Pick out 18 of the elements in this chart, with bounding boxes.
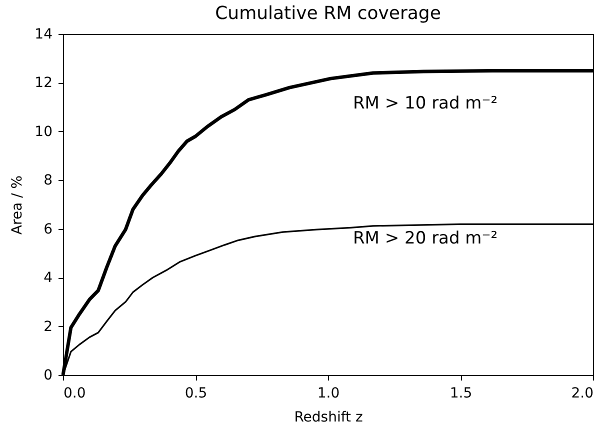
x-tick-label: 1.5	[450, 386, 472, 402]
x-tick-label: 2.0	[571, 386, 594, 402]
y-tick-label: 6	[44, 221, 53, 238]
y-axis-title: Area / %	[10, 175, 26, 235]
chart-title: Cumulative RM coverage	[215, 3, 441, 24]
annotation: RM > 10 rad m⁻²	[353, 93, 498, 114]
x-tick-label: 0.0	[64, 386, 86, 402]
y-tick-label: 8	[44, 172, 52, 189]
x-axis-title: Redshift z	[294, 410, 363, 426]
y-tick-label: 4	[44, 270, 53, 286]
x-tick-label: 1.0	[317, 386, 340, 402]
y-tick-label: 10	[34, 124, 52, 140]
y-tick-label: 14	[34, 26, 53, 42]
y-tick-label: 0	[44, 368, 52, 384]
y-tick-label: 2	[44, 318, 52, 335]
y-tick-label: 12	[34, 75, 52, 92]
x-tick-label: 0.5	[184, 386, 208, 402]
annotation: RM > 20 rad m⁻²	[353, 228, 498, 249]
